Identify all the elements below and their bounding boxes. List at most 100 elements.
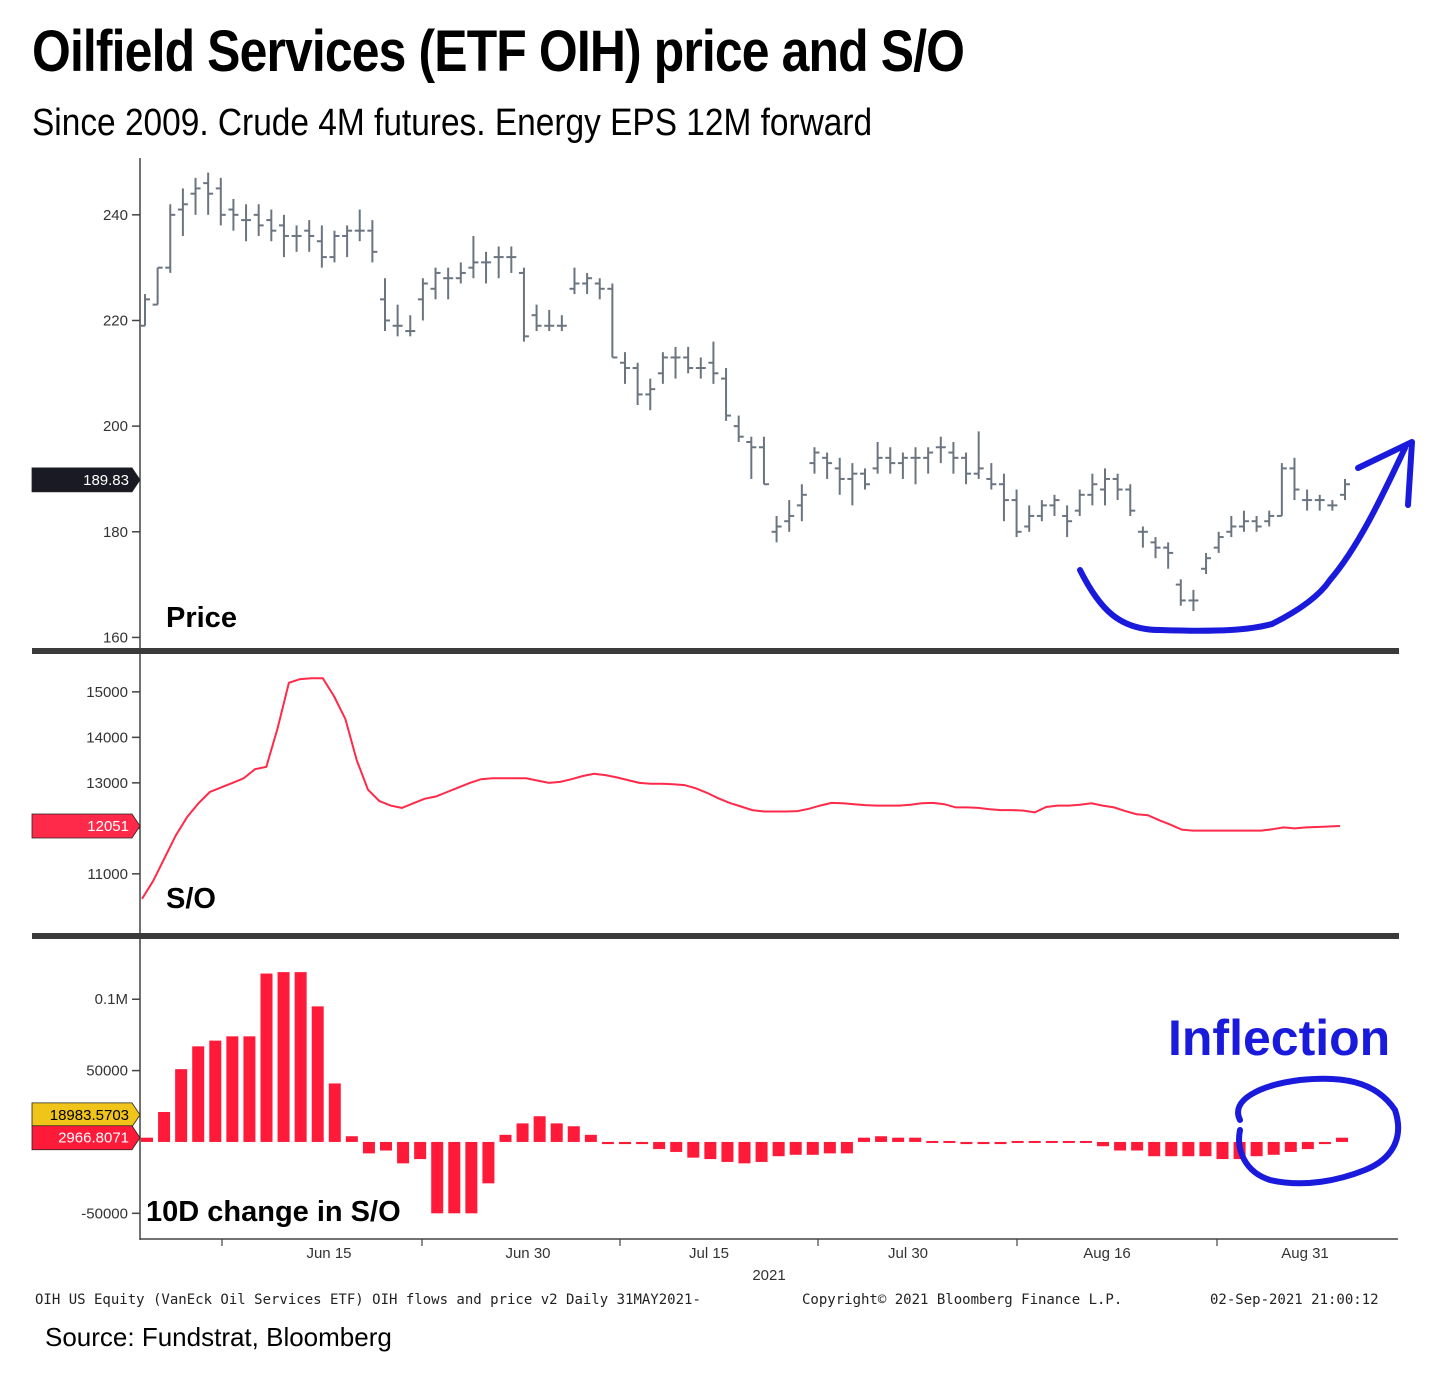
price-bar — [140, 294, 150, 327]
price-bar — [215, 177, 226, 226]
price-bar — [721, 368, 732, 421]
price-bar — [190, 177, 201, 215]
change-y-tick-label: 50000 — [86, 1063, 128, 1080]
price-last-value-tag: 189.83 — [83, 472, 129, 489]
price-bar — [493, 246, 504, 279]
price-bar — [1340, 478, 1350, 501]
source-note: Source: Fundstrat, Bloomberg — [45, 1322, 392, 1352]
change-bar — [1114, 1141, 1127, 1151]
price-bar — [910, 447, 921, 485]
price-bar — [1163, 542, 1174, 569]
change-bar — [465, 1141, 478, 1214]
change-bar — [1267, 1141, 1280, 1155]
annotations: Inflection — [1077, 439, 1415, 1187]
x-tick-label: Jul 15 — [689, 1245, 729, 1262]
price-bar — [430, 267, 441, 300]
price-bar — [670, 346, 681, 379]
price-bar — [758, 436, 769, 486]
change-bar — [875, 1136, 888, 1142]
price-bar — [367, 220, 378, 263]
price-bar — [1327, 500, 1338, 511]
change-bar — [909, 1137, 922, 1142]
price-bar — [822, 452, 833, 479]
change-bar — [260, 973, 273, 1142]
price-bar — [405, 315, 416, 337]
change-bar — [840, 1141, 853, 1154]
x-tick-label: Jun 15 — [306, 1245, 351, 1262]
price-bar — [329, 230, 340, 263]
change-bar — [380, 1141, 392, 1151]
change-bar — [499, 1134, 512, 1142]
price-bar — [481, 251, 492, 284]
change-bar — [653, 1141, 666, 1150]
price-bar — [1049, 494, 1060, 516]
change-bar — [994, 1141, 1007, 1145]
price-bar — [1201, 552, 1212, 575]
price-bar — [1011, 489, 1022, 538]
so-last-value-tag: 12051 — [87, 818, 129, 835]
price-bar — [1100, 468, 1110, 506]
price-bar — [973, 431, 984, 479]
change-bar — [1062, 1140, 1075, 1143]
change-y-tick-label: -50000 — [81, 1205, 128, 1222]
price-bar — [1188, 589, 1199, 612]
price-bar — [1036, 500, 1047, 522]
price-bar — [241, 204, 252, 242]
change-bar — [1045, 1140, 1058, 1143]
price-bar — [506, 246, 517, 273]
x-year-label: 2021 — [752, 1267, 785, 1284]
change-bar — [209, 1040, 222, 1142]
price-bar — [455, 262, 466, 284]
change-bar — [670, 1141, 683, 1152]
change-bar — [448, 1141, 461, 1214]
change-bar — [1011, 1140, 1024, 1143]
change-last-value-tag-shape — [31, 1125, 141, 1151]
price-bar — [1213, 531, 1224, 553]
price-bar — [316, 225, 327, 268]
chart-subtitle: Since 2009. Crude 4M futures. Energy EPS… — [32, 102, 873, 144]
price-bar — [1087, 473, 1098, 506]
change-bar — [414, 1141, 427, 1160]
change-bar — [755, 1141, 768, 1162]
change-bar — [977, 1141, 990, 1145]
change-bar — [1131, 1141, 1144, 1151]
change-bar — [533, 1116, 546, 1142]
change-bar — [1097, 1141, 1109, 1147]
change-bar — [550, 1123, 563, 1142]
chart-title: Oilfield Services (ETF OIH) price and S/… — [32, 19, 965, 84]
price-bar — [847, 463, 858, 506]
price-bar — [304, 220, 315, 252]
price-bar — [961, 452, 972, 485]
change-bar — [584, 1134, 597, 1142]
change-bar — [1318, 1141, 1331, 1145]
price-bar — [152, 266, 163, 306]
price-bar — [417, 278, 428, 321]
footer-copyright: Copyright© 2021 Bloomberg Finance L.P. — [802, 1292, 1122, 1308]
price-bar — [645, 378, 656, 411]
change-bar — [328, 1083, 341, 1142]
price-bar — [607, 283, 618, 359]
change-bar — [192, 1046, 205, 1142]
change-bar — [892, 1137, 905, 1142]
change-bar — [1199, 1141, 1212, 1157]
price-bar — [443, 267, 454, 300]
price-bar — [695, 357, 706, 379]
change-bar — [226, 1036, 239, 1142]
change-bar — [482, 1141, 495, 1184]
price-bar — [796, 484, 807, 522]
price-bar — [1125, 484, 1136, 516]
price-bar — [708, 341, 719, 384]
price-bar — [1302, 489, 1313, 511]
price-panel: 160 180 200 220 240 189.83 Price — [31, 172, 1350, 646]
price-bar — [683, 346, 694, 374]
change-bar — [1284, 1141, 1297, 1152]
inflection-circle-annotation — [1235, 1075, 1402, 1187]
price-bar — [733, 415, 744, 442]
price-bar — [923, 447, 934, 474]
change-bar — [601, 1141, 614, 1145]
change-bar — [362, 1141, 375, 1154]
price-bar — [809, 447, 820, 474]
change-bar — [1250, 1141, 1263, 1157]
x-tick-label: Aug 16 — [1083, 1245, 1131, 1262]
